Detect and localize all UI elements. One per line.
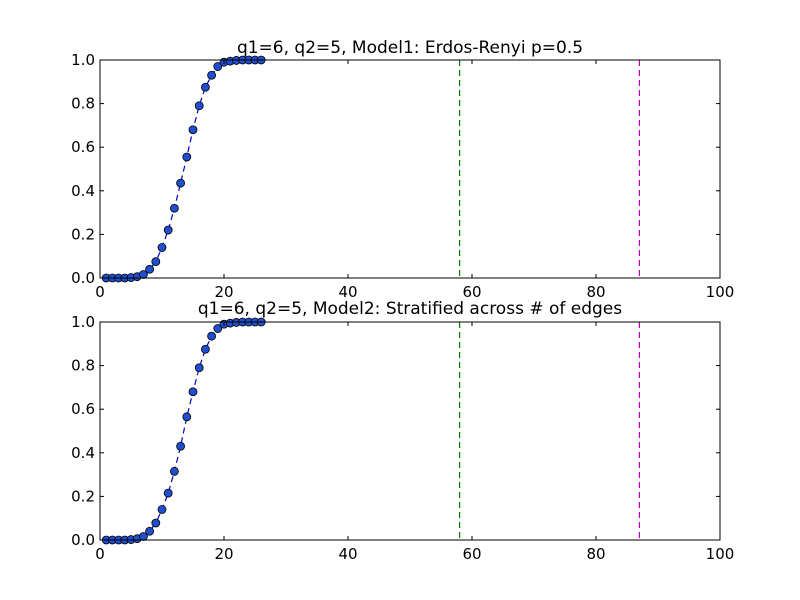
subplot-2-ticks: 0 20 40 60 80 100 0.0 0.2 0.4 0.6 0.8 1.0 — [71, 313, 734, 563]
subplot-2-axes-frame — [99, 321, 721, 541]
y-tick-label: 0.4 — [71, 444, 95, 462]
data-point — [200, 344, 210, 354]
subplot-1: q1=6, q2=5, Model1: Erdos-Renyi p=0.5 0 2… — [71, 38, 734, 301]
data-point — [145, 526, 155, 536]
data-point — [182, 152, 192, 162]
y-tick-label: 0.6 — [71, 400, 95, 418]
data-point — [176, 441, 186, 451]
x-tick-label: 80 — [586, 283, 605, 301]
subplot-1-axes-frame — [99, 59, 721, 279]
x-tick-label: 100 — [706, 545, 735, 563]
data-point — [157, 243, 167, 252]
y-tick-label: 0.2 — [71, 487, 95, 505]
data-point — [163, 488, 173, 498]
subplot-2-title: q1=6, q2=5, Model2: Stratified across # … — [198, 299, 622, 319]
y-tick-label: 0.6 — [71, 138, 95, 156]
y-tick-label: 0.0 — [71, 269, 95, 287]
data-point — [138, 270, 148, 279]
data-point — [188, 125, 198, 135]
data-point — [145, 264, 155, 274]
data-point — [200, 82, 210, 92]
x-tick-label: 40 — [338, 545, 357, 563]
data-point — [207, 331, 217, 341]
subplot-1-ticks: 0 20 40 60 80 100 0.0 0.2 0.4 0.6 0.8 1.0 — [71, 51, 734, 301]
data-point — [151, 518, 161, 528]
x-tick-label: 0 — [95, 283, 105, 301]
x-tick-label: 20 — [214, 283, 233, 301]
y-tick-label: 0.2 — [71, 225, 95, 243]
data-point — [207, 70, 217, 80]
data-point — [138, 532, 148, 541]
subplot-1-title: q1=6, q2=5, Model1: Erdos-Renyi p=0.5 — [237, 38, 583, 58]
y-tick-label: 0.8 — [71, 95, 95, 113]
y-tick-label: 0.8 — [71, 357, 95, 375]
data-point — [188, 387, 198, 397]
x-tick-label: 100 — [706, 283, 735, 301]
x-tick-label: 40 — [338, 283, 357, 301]
data-point — [213, 62, 223, 71]
data-point — [163, 225, 173, 235]
x-tick-label: 20 — [214, 545, 233, 563]
x-tick-label: 80 — [586, 545, 605, 563]
y-tick-label: 1.0 — [71, 51, 95, 69]
data-point — [157, 505, 167, 514]
subplot-2: q1=6, q2=5, Model2: Stratified across # … — [71, 299, 734, 563]
data-point — [213, 324, 223, 333]
y-tick-label: 0.0 — [71, 531, 95, 549]
data-point — [194, 101, 204, 111]
x-tick-label: 60 — [462, 283, 481, 301]
y-tick-label: 1.0 — [71, 313, 95, 331]
data-point — [169, 466, 179, 476]
data-point — [194, 363, 204, 373]
x-tick-label: 0 — [95, 545, 105, 563]
data-point — [176, 178, 186, 188]
x-tick-label: 60 — [462, 545, 481, 563]
data-point — [169, 203, 179, 213]
data-point — [151, 257, 161, 267]
data-point — [182, 412, 192, 422]
y-tick-label: 0.4 — [71, 182, 95, 200]
